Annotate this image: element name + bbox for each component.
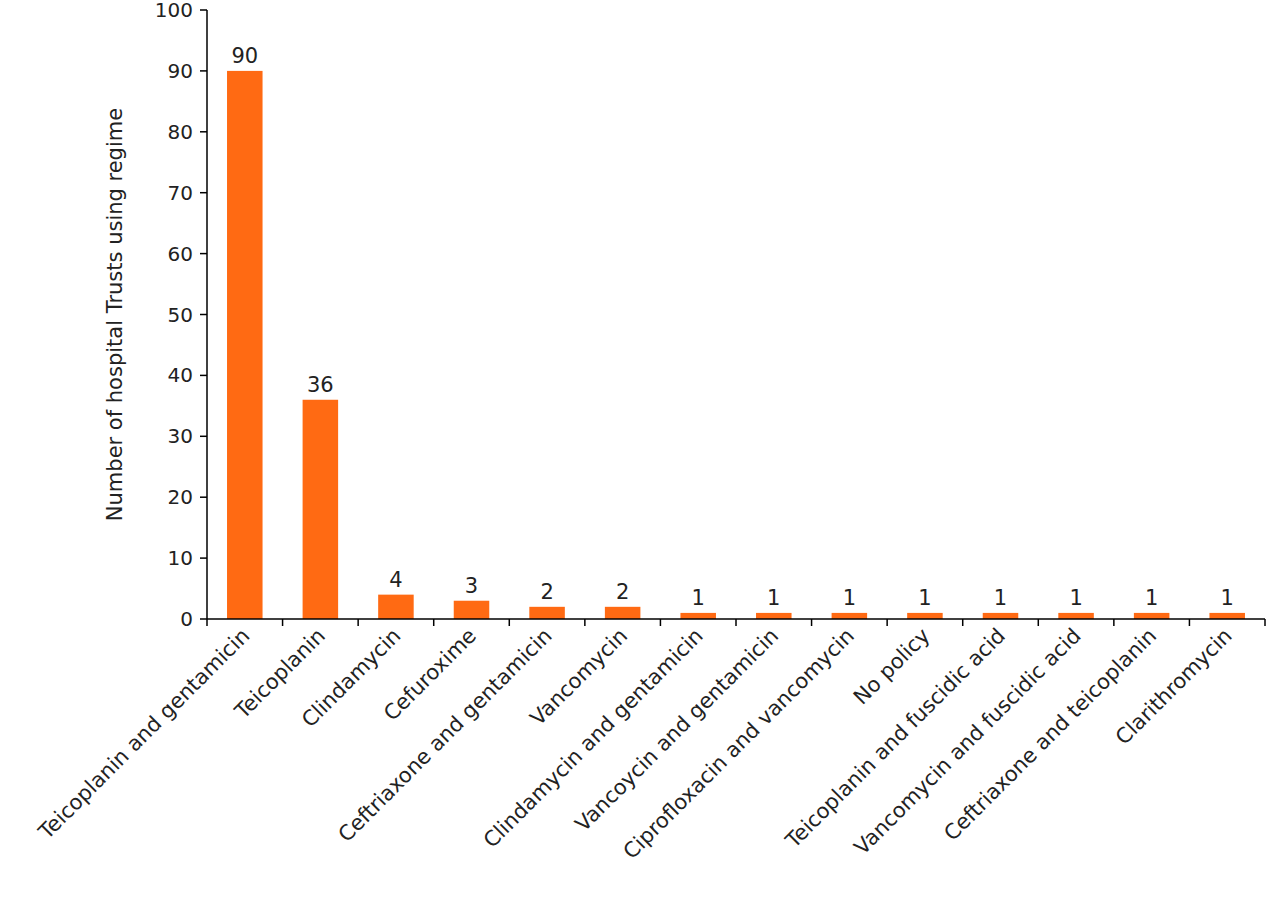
y-tick-label: 50 xyxy=(168,303,193,327)
x-tick-label: Clarithromycin xyxy=(1111,624,1237,750)
data-label: 1 xyxy=(692,586,705,610)
y-tick xyxy=(200,9,207,11)
x-tick xyxy=(584,619,586,626)
bar xyxy=(832,613,868,619)
y-tick xyxy=(200,192,207,194)
y-tick-label: 80 xyxy=(168,120,193,144)
x-tick xyxy=(357,619,359,626)
x-tick xyxy=(282,619,284,626)
data-label: 1 xyxy=(1069,586,1082,610)
y-tick-label: 0 xyxy=(180,607,193,631)
bar xyxy=(1209,613,1245,619)
data-label: 1 xyxy=(994,586,1007,610)
data-label: 90 xyxy=(231,44,258,68)
bar xyxy=(680,613,716,619)
data-label: 1 xyxy=(767,586,780,610)
x-tick xyxy=(1038,619,1040,626)
x-tick xyxy=(433,619,435,626)
y-tick xyxy=(200,618,207,620)
y-axis-title: Number of hospital Trusts using regime xyxy=(103,108,127,521)
data-label: 4 xyxy=(389,568,402,592)
x-tick xyxy=(1264,619,1266,626)
y-tick-label: 90 xyxy=(168,59,193,83)
x-tick xyxy=(962,619,964,626)
bar xyxy=(378,595,414,619)
y-tick-label: 60 xyxy=(168,242,193,266)
x-tick xyxy=(509,619,511,626)
y-tick xyxy=(200,375,207,377)
bar xyxy=(303,400,339,619)
data-label: 1 xyxy=(1145,586,1158,610)
data-label: 36 xyxy=(307,373,334,397)
bar xyxy=(529,607,565,619)
x-tick-label: Ciprofloxacin and vancomycin xyxy=(619,624,859,864)
x-tick xyxy=(1189,619,1191,626)
y-tick xyxy=(200,557,207,559)
bar xyxy=(983,613,1019,619)
x-tick-label: Teicoplanin and gentamicin xyxy=(33,624,254,845)
x-tick xyxy=(811,619,813,626)
y-tick-label: 10 xyxy=(168,546,193,570)
y-tick xyxy=(200,314,207,316)
x-tick xyxy=(735,619,737,626)
chart-svg: 0 10 20 30 40 50 60 70 80 90 100 Teicoplanin and ge… xyxy=(0,0,1280,907)
x-tick xyxy=(206,619,208,626)
bar xyxy=(1058,613,1094,619)
bar xyxy=(907,613,943,619)
y-tick-label: 30 xyxy=(168,424,193,448)
bar xyxy=(227,71,263,619)
data-label: 1 xyxy=(918,586,931,610)
y-tick xyxy=(200,496,207,498)
y-tick-label: 20 xyxy=(168,485,193,509)
data-label: 1 xyxy=(1221,586,1234,610)
data-label: 2 xyxy=(540,580,553,604)
x-tick xyxy=(1113,619,1115,626)
bars xyxy=(227,71,1245,619)
chart-root: 0 10 20 30 40 50 60 70 80 90 100 Teicoplanin and ge… xyxy=(0,0,1280,907)
y-tick xyxy=(200,70,207,72)
y-tick-label: 100 xyxy=(155,0,193,22)
bar xyxy=(605,607,641,619)
data-label: 2 xyxy=(616,580,629,604)
x-tick xyxy=(660,619,662,626)
y-tick xyxy=(200,253,207,255)
y-tick-label: 40 xyxy=(168,363,193,387)
y-tick xyxy=(200,436,207,438)
bar xyxy=(1134,613,1170,619)
data-label: 1 xyxy=(843,586,856,610)
y-tick xyxy=(200,131,207,133)
bar xyxy=(756,613,792,619)
x-tick xyxy=(886,619,888,626)
bar xyxy=(454,601,490,619)
y-tick-label: 70 xyxy=(168,181,193,205)
data-label: 3 xyxy=(465,574,478,598)
